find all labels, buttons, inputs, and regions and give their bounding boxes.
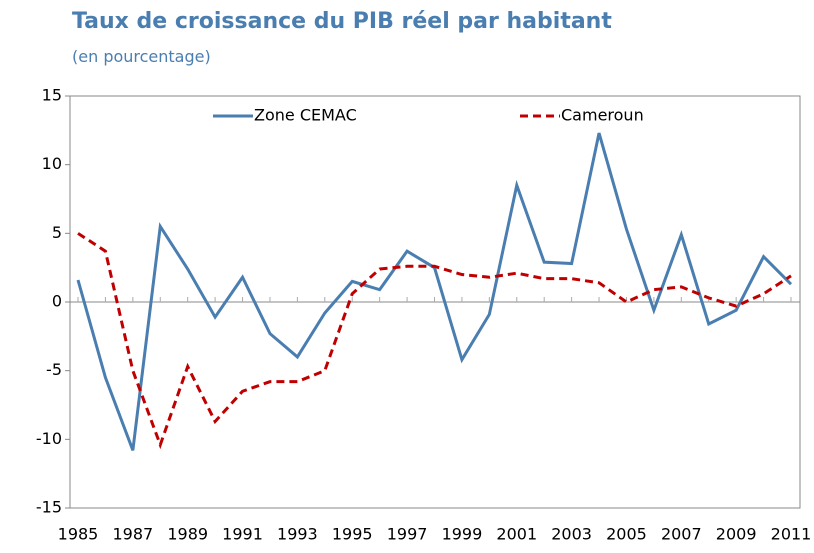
y-tick-label: 5 (52, 223, 62, 242)
y-tick-label: -10 (36, 429, 62, 448)
x-tick-label: 1989 (167, 525, 208, 544)
legend-label: Cameroun (561, 106, 644, 125)
x-tick-label: 2011 (771, 525, 812, 544)
x-tick-label: 1999 (442, 525, 483, 544)
y-tick-label: 0 (52, 292, 62, 311)
series-line (77, 232, 792, 450)
x-tick-label: 2005 (606, 525, 647, 544)
x-tick-label: 1997 (387, 525, 428, 544)
x-tick-label: 2001 (496, 525, 537, 544)
x-tick-label: 1987 (112, 525, 153, 544)
chart-subtitle: (en pourcentage) (72, 47, 211, 66)
x-tick-label: 1985 (58, 525, 99, 544)
x-tick-label: 1995 (332, 525, 373, 544)
series-line (76, 132, 793, 451)
x-tick-label: 1991 (222, 525, 263, 544)
y-tick-label: 10 (42, 154, 62, 173)
chart-title: Taux de croissance du PIB réel par habit… (72, 9, 612, 34)
x-tick-label: 2009 (716, 525, 757, 544)
y-tick-label: -5 (46, 360, 62, 379)
legend-label: Zone CEMAC (254, 106, 357, 125)
x-tick-label: 2007 (661, 525, 702, 544)
y-tick-label: 15 (42, 86, 62, 105)
x-tick-label: 2003 (551, 525, 592, 544)
y-tick-label: -15 (36, 498, 62, 517)
x-tick-label: 1993 (277, 525, 318, 544)
